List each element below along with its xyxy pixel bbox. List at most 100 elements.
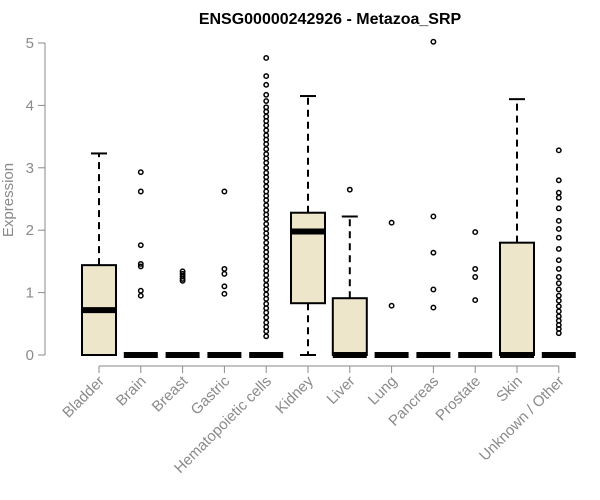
box-lung	[374, 219, 409, 358]
outlier-point	[263, 183, 270, 190]
x-tick-label: Skin	[493, 373, 526, 406]
box-prostate	[458, 229, 493, 358]
box-unknown-other	[541, 147, 576, 358]
outlier-point	[263, 244, 270, 251]
outlier-point	[388, 302, 395, 309]
outlier-point	[221, 188, 228, 195]
outlier-point	[263, 151, 270, 158]
outlier-point	[137, 292, 144, 299]
box-skin	[499, 98, 535, 358]
outlier-point	[263, 55, 270, 61]
outlier-point	[137, 260, 144, 267]
outlier-point	[555, 308, 562, 315]
outlier-point	[555, 205, 562, 212]
outlier-point	[263, 239, 270, 246]
outlier-point	[263, 207, 270, 214]
outlier-point	[263, 226, 270, 232]
outlier-point	[430, 286, 437, 293]
outlier-point	[263, 300, 270, 307]
outlier-point	[263, 91, 270, 98]
outlier-point	[555, 313, 562, 320]
outlier-point	[555, 274, 562, 280]
outlier-point	[555, 265, 562, 272]
outlier-point	[472, 274, 479, 280]
outlier-point	[555, 280, 562, 287]
outlier-point	[555, 147, 562, 154]
outlier-point	[263, 104, 270, 111]
outlier-point	[221, 283, 228, 290]
box-brain	[123, 169, 158, 358]
outlier-point	[388, 219, 395, 226]
x-tick-label: Lung	[365, 373, 401, 409]
outlier-point	[555, 257, 562, 264]
x-tick-label: Prostate	[432, 373, 484, 425]
y-tick-label: 0	[26, 347, 34, 364]
outlier-point	[555, 177, 562, 184]
outlier-point	[263, 291, 270, 298]
outlier-point	[555, 226, 562, 232]
outlier-point	[555, 234, 562, 241]
y-tick-label: 5	[26, 35, 34, 52]
box-kidney	[290, 95, 326, 356]
x-tick-label: Kidney	[272, 372, 317, 417]
outlier-point	[263, 319, 270, 326]
y-tick-label: 4	[26, 97, 34, 114]
box-breast	[165, 268, 200, 358]
y-tick-label: 1	[26, 285, 34, 302]
outlier-point	[263, 333, 270, 340]
outlier-point	[137, 287, 144, 294]
box-body	[290, 211, 326, 305]
outlier-point	[263, 113, 270, 120]
outlier-point	[263, 314, 270, 321]
outlier-point	[263, 263, 270, 270]
outlier-point	[137, 242, 144, 249]
outlier-point	[555, 297, 562, 304]
outlier-point	[555, 286, 562, 293]
box-body	[331, 297, 368, 357]
outlier-point	[472, 265, 479, 272]
outlier-point	[555, 292, 562, 299]
outlier-point	[555, 303, 562, 310]
y-tick-label: 2	[26, 222, 34, 239]
outlier-point	[221, 290, 228, 297]
outlier-point	[555, 245, 562, 252]
box-bladder	[81, 152, 117, 357]
outlier-point	[263, 73, 270, 80]
outlier-point	[263, 169, 270, 176]
box-hematopoietic-cells	[249, 55, 284, 358]
outlier-point	[221, 270, 228, 277]
box-liver	[331, 186, 368, 358]
outlier-point	[263, 164, 270, 171]
outlier-point	[137, 188, 144, 195]
outlier-point	[263, 132, 270, 139]
outlier-point	[137, 169, 144, 176]
box-pancreas	[416, 38, 451, 358]
outlier-point	[263, 81, 270, 88]
outlier-point	[263, 202, 270, 209]
outlier-point	[430, 249, 437, 256]
outlier-point	[430, 213, 437, 220]
x-tick-label: Bladder	[59, 373, 108, 422]
y-axis-label: Expression	[0, 163, 17, 237]
outlier-point	[555, 217, 562, 224]
outlier-point	[430, 304, 437, 311]
outlier-point	[263, 127, 270, 134]
outlier-point	[472, 229, 479, 236]
outlier-point	[263, 146, 270, 153]
outlier-point	[472, 297, 479, 304]
outlier-point	[263, 221, 270, 227]
outlier-point	[263, 282, 270, 289]
outlier-point	[263, 98, 270, 104]
box-gastric	[207, 188, 242, 358]
y-tick-label: 3	[26, 160, 34, 177]
outlier-point	[346, 186, 353, 193]
box-body	[499, 241, 535, 356]
outlier-point	[179, 268, 186, 275]
outlier-point	[555, 194, 562, 201]
x-tick-label: Breast	[149, 372, 192, 415]
outlier-point	[137, 263, 144, 270]
outlier-point	[263, 188, 270, 195]
outlier-point	[221, 265, 228, 272]
